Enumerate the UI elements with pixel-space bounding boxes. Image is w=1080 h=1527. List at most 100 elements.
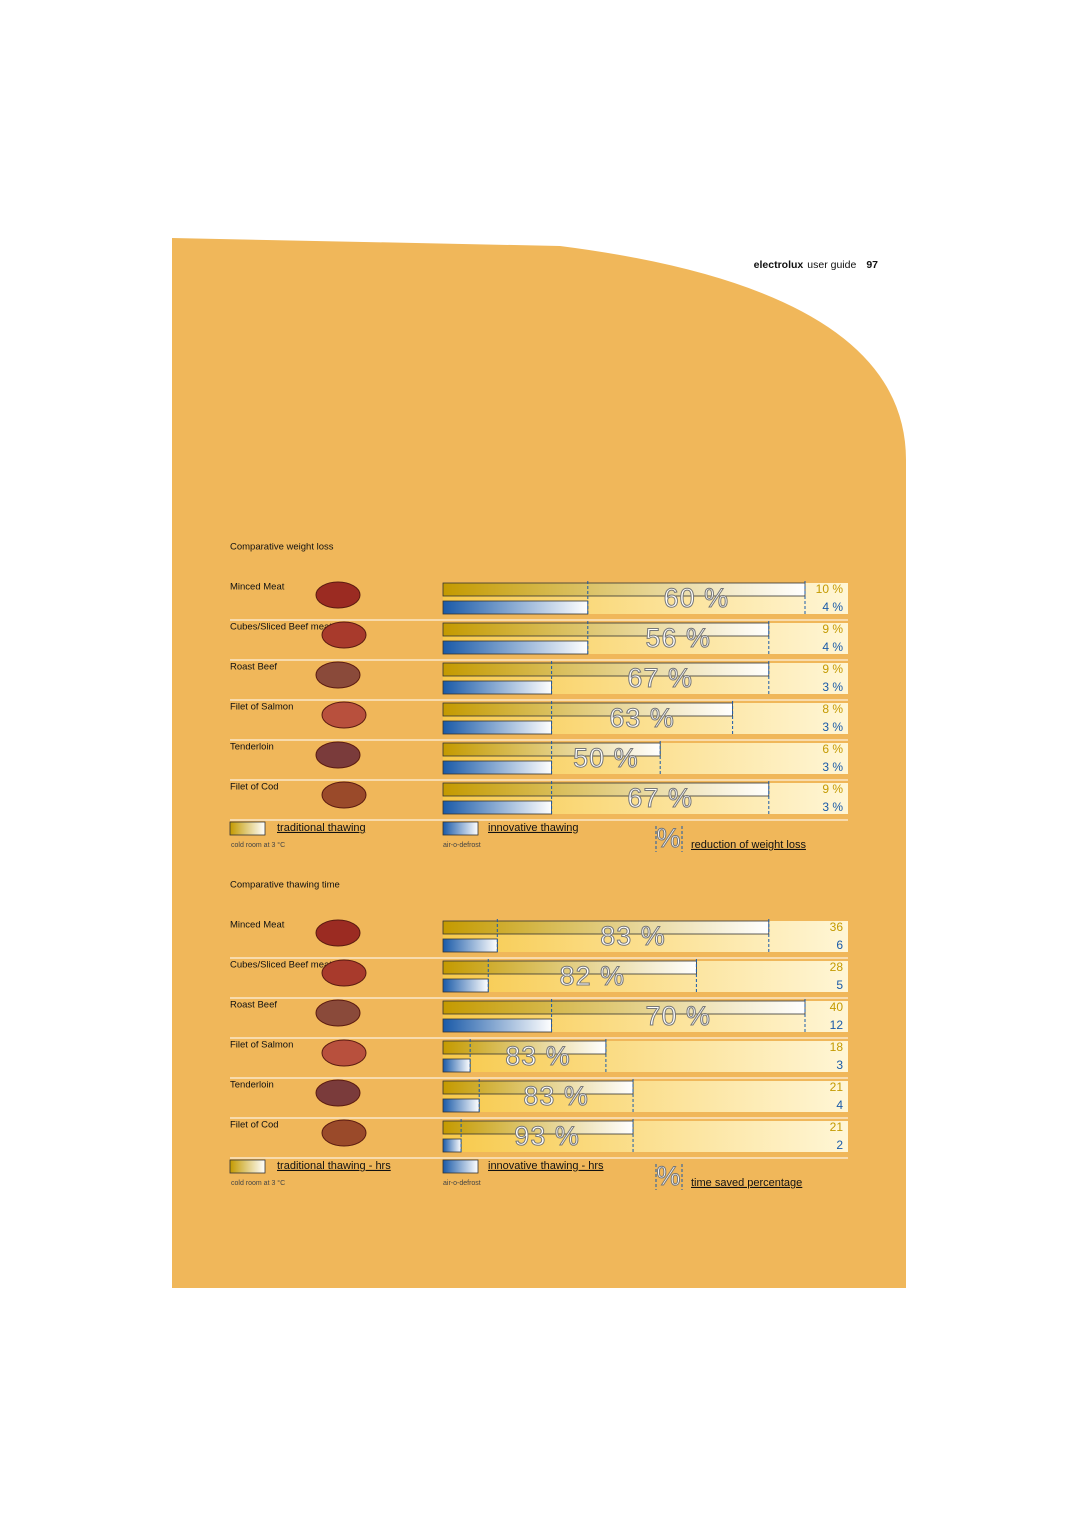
legend-swatch-traditional <box>229 821 266 836</box>
category-label: Roast Beef <box>230 662 277 673</box>
food-icon <box>315 919 361 947</box>
legend-note: air-o-defrost <box>443 1180 481 1187</box>
category-label: Cubes/Sliced Beef meat <box>230 622 332 633</box>
chart-title: Comparative weight loss <box>230 542 334 553</box>
food-icon <box>315 741 361 769</box>
reduction-label: 83 % <box>600 921 666 951</box>
category-label: Minced Meat <box>230 582 285 593</box>
legend-traditional: traditional thawing - hrs <box>277 1160 391 1172</box>
food-icon <box>321 1039 367 1067</box>
innovative-value-label: 12 <box>830 1018 844 1032</box>
food-icon <box>315 661 361 689</box>
traditional-bar <box>442 920 770 935</box>
food-icon <box>321 959 367 987</box>
header-subtitle: user guide <box>807 259 856 271</box>
chart-title: Comparative thawing time <box>230 880 340 891</box>
food-icon <box>321 621 367 649</box>
reduction-label: 83 % <box>505 1041 571 1071</box>
legend-note: cold room at 3 °C <box>231 841 285 849</box>
traditional-value-label: 9 % <box>822 622 843 636</box>
innovative-bar <box>442 720 552 735</box>
traditional-value-label: 21 <box>830 1080 844 1094</box>
innovative-value-label: 3 % <box>822 800 843 814</box>
category-label: Filet of Salmon <box>230 1040 293 1051</box>
innovative-value-label: 4 % <box>822 600 843 614</box>
innovative-value-label: 3 % <box>822 680 843 694</box>
traditional-value-label: 40 <box>830 1000 844 1014</box>
traditional-value-label: 9 % <box>822 782 843 796</box>
innovative-bar <box>442 600 589 615</box>
reduction-label: 56 % <box>646 623 712 653</box>
innovative-bar <box>442 640 589 655</box>
innovative-bar <box>442 1138 462 1153</box>
traditional-bar <box>442 582 806 597</box>
innovative-value-label: 2 <box>836 1138 843 1152</box>
innovative-bar <box>442 1018 552 1033</box>
food-icon <box>321 781 367 809</box>
legend-traditional: traditional thawing <box>277 822 366 834</box>
traditional-value-label: 10 % <box>816 582 844 596</box>
traditional-value-label: 6 % <box>822 742 843 756</box>
legend-symbol: % <box>656 823 681 853</box>
traditional-value-label: 21 <box>830 1120 844 1134</box>
innovative-bar <box>442 760 552 775</box>
reduction-label: 83 % <box>523 1081 589 1111</box>
legend-note: air-o-defrost <box>443 842 481 849</box>
food-icon <box>321 1119 367 1147</box>
traditional-bar <box>442 1040 607 1055</box>
brand: electrolux <box>754 259 804 271</box>
innovative-bar <box>442 680 552 695</box>
category-label: Filet of Cod <box>230 782 279 793</box>
food-icon <box>315 581 361 609</box>
innovative-value-label: 4 <box>836 1098 843 1112</box>
traditional-bar <box>442 662 770 677</box>
traditional-bar <box>442 782 770 797</box>
traditional-bar <box>442 1120 634 1135</box>
innovative-value-label: 4 % <box>822 640 843 654</box>
category-label: Roast Beef <box>230 1000 277 1011</box>
page-header: electrolux user guide 97 <box>754 259 878 271</box>
reduction-label: 67 % <box>627 663 693 693</box>
traditional-bar <box>442 960 697 975</box>
traditional-value-label: 9 % <box>822 662 843 676</box>
category-label: Cubes/Sliced Beef meat <box>230 960 332 971</box>
innovative-value-label: 6 <box>836 938 843 952</box>
innovative-value-label: 3 % <box>822 760 843 774</box>
traditional-value-label: 18 <box>830 1040 844 1054</box>
traditional-value-label: 28 <box>830 960 844 974</box>
innovative-value-label: 3 <box>836 1058 843 1072</box>
category-label: Minced Meat <box>230 920 285 931</box>
legend-swatch-traditional <box>229 1159 266 1174</box>
food-icon <box>321 701 367 729</box>
innovative-bar <box>442 938 498 953</box>
legend-innovative: innovative thawing - hrs <box>488 1160 604 1172</box>
innovative-bar <box>442 800 552 815</box>
innovative-value-label: 3 % <box>822 720 843 734</box>
reduction-label: 60 % <box>664 583 730 613</box>
food-icon <box>315 1079 361 1107</box>
reduction-label: 63 % <box>609 703 675 733</box>
legend-reduction: time saved percentage <box>691 1177 802 1189</box>
traditional-value-label: 36 <box>830 920 844 934</box>
reduction-label: 93 % <box>514 1121 580 1151</box>
category-label: Filet of Salmon <box>230 702 293 713</box>
traditional-bar <box>442 1080 634 1095</box>
legend-symbol: % <box>656 1161 681 1191</box>
page-number: 97 <box>866 259 878 271</box>
innovative-bar <box>442 978 489 993</box>
reduction-label: 67 % <box>627 783 693 813</box>
traditional-bar <box>442 702 734 717</box>
category-label: Tenderloin <box>230 742 274 753</box>
category-label: Filet of Cod <box>230 1120 279 1131</box>
traditional-value-label: 8 % <box>822 702 843 716</box>
reduction-label: 50 % <box>573 743 639 773</box>
legend-swatch-innovative <box>442 821 479 836</box>
innovative-value-label: 5 <box>836 978 843 992</box>
innovative-bar <box>442 1058 471 1073</box>
food-icon <box>315 999 361 1027</box>
legend-innovative: innovative thawing <box>488 822 579 834</box>
reduction-label: 82 % <box>560 961 626 991</box>
reduction-label: 70 % <box>646 1001 712 1031</box>
